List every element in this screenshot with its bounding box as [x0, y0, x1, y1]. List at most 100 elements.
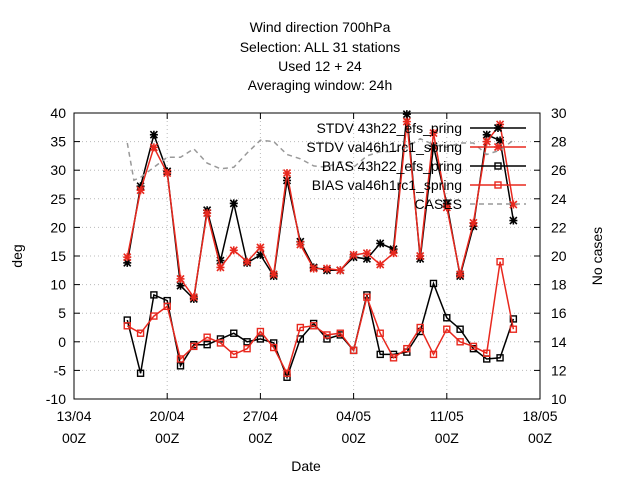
data-point	[216, 256, 225, 265]
data-point	[349, 250, 358, 259]
data-point	[123, 322, 131, 330]
y-tick-label: 40	[50, 105, 66, 121]
data-point	[296, 240, 305, 249]
data-point	[362, 249, 371, 258]
x-tick-label: 20/04	[150, 408, 185, 424]
data-point	[336, 329, 344, 337]
y2-tick-label: 18	[551, 277, 567, 293]
data-point	[256, 243, 265, 252]
y2-tick-label: 12	[551, 362, 567, 378]
y2-tick-label: 30	[551, 105, 567, 121]
chart-title: Wind direction 700hPa Selection: ALL 31 …	[240, 19, 401, 93]
legend-entry: STDV val46h1rc1_spring	[306, 139, 526, 155]
data-point	[443, 314, 451, 322]
legend-marker	[494, 162, 502, 170]
y-tick-label: 25	[50, 191, 66, 207]
data-point	[376, 239, 385, 248]
x-tick-label: 00Z	[155, 430, 180, 446]
data-point	[203, 340, 211, 349]
y-tick-label: 5	[58, 305, 66, 321]
data-point	[389, 354, 398, 362]
series-3	[123, 258, 518, 377]
data-point	[469, 342, 478, 351]
y-tick-label: 10	[50, 277, 66, 293]
data-point	[150, 291, 158, 299]
data-point	[216, 335, 225, 343]
data-point	[322, 264, 332, 273]
series-layer	[123, 110, 518, 381]
data-point	[243, 338, 251, 346]
y-tick-label: -5	[54, 362, 67, 378]
data-point	[230, 350, 238, 359]
series-line	[126, 261, 515, 376]
data-point	[229, 199, 238, 208]
data-point	[309, 264, 318, 273]
data-point	[336, 266, 345, 275]
data-point	[469, 218, 478, 227]
data-point	[296, 323, 305, 332]
y2-tick-label: 16	[551, 305, 567, 321]
data-point	[495, 136, 505, 145]
title-line: Averaging window: 24h	[248, 77, 393, 93]
series-line	[126, 137, 514, 182]
data-point	[429, 350, 438, 359]
data-point	[416, 251, 425, 261]
y-tick-label: 20	[50, 219, 66, 235]
data-point	[269, 270, 278, 279]
data-point	[283, 369, 291, 377]
data-point	[123, 253, 132, 262]
data-point	[389, 249, 398, 258]
title-line: Wind direction 700hPa	[250, 19, 391, 35]
data-point	[496, 354, 504, 362]
data-point	[363, 293, 371, 301]
x-tick-label: 18/05	[522, 408, 557, 424]
legend-label: BIAS 43h22_efs_pring	[322, 158, 462, 174]
data-point	[176, 362, 185, 370]
data-point	[176, 355, 185, 363]
data-point	[243, 344, 251, 353]
data-point	[163, 168, 172, 178]
data-point	[282, 168, 292, 178]
data-point	[203, 209, 212, 218]
data-point	[309, 322, 318, 330]
y2-tick-label: 26	[551, 162, 567, 178]
y-tick-label: 15	[50, 248, 66, 264]
data-point	[190, 342, 198, 351]
data-point	[509, 216, 518, 225]
legend-label: STDV val46h1rc1_spring	[306, 139, 462, 155]
data-point	[416, 323, 424, 332]
data-point	[149, 143, 158, 152]
data-point	[229, 246, 238, 255]
data-point	[230, 329, 238, 337]
legend-entry: BIAS val46h1rc1_spring	[312, 177, 526, 193]
data-point	[482, 130, 491, 139]
axes: -10 -5 0 5 10 15 20 25 30 35 40 10 12 14 16 18 20 22 24 26 2…	[46, 105, 567, 446]
y2-axis-label: No cases	[589, 227, 605, 285]
y-tick-label: 0	[58, 334, 66, 350]
x-tick-label: 00Z	[435, 430, 460, 446]
data-point	[376, 260, 385, 269]
data-point	[376, 329, 384, 337]
x-axis-label: Date	[291, 458, 321, 474]
data-point	[456, 325, 464, 333]
series-1	[123, 117, 518, 302]
x-tick-label: 04/05	[336, 408, 371, 424]
data-point	[150, 312, 158, 320]
x-tick-label: 00Z	[528, 430, 553, 446]
series-4	[126, 137, 514, 182]
y-tick-label: 30	[50, 162, 66, 178]
data-point	[136, 329, 145, 337]
x-tick-label: 00Z	[342, 430, 367, 446]
data-point	[443, 325, 451, 333]
data-point	[349, 346, 358, 355]
x-tick-label: 00Z	[62, 430, 87, 446]
data-point	[323, 335, 331, 343]
data-point	[402, 110, 411, 119]
legend-entry: STDV 43h22_efs_pring	[316, 120, 526, 136]
data-point	[429, 128, 438, 138]
data-point	[456, 270, 465, 279]
data-point	[402, 117, 411, 126]
data-point	[509, 315, 518, 323]
x-tick-label: 27/04	[243, 408, 278, 424]
